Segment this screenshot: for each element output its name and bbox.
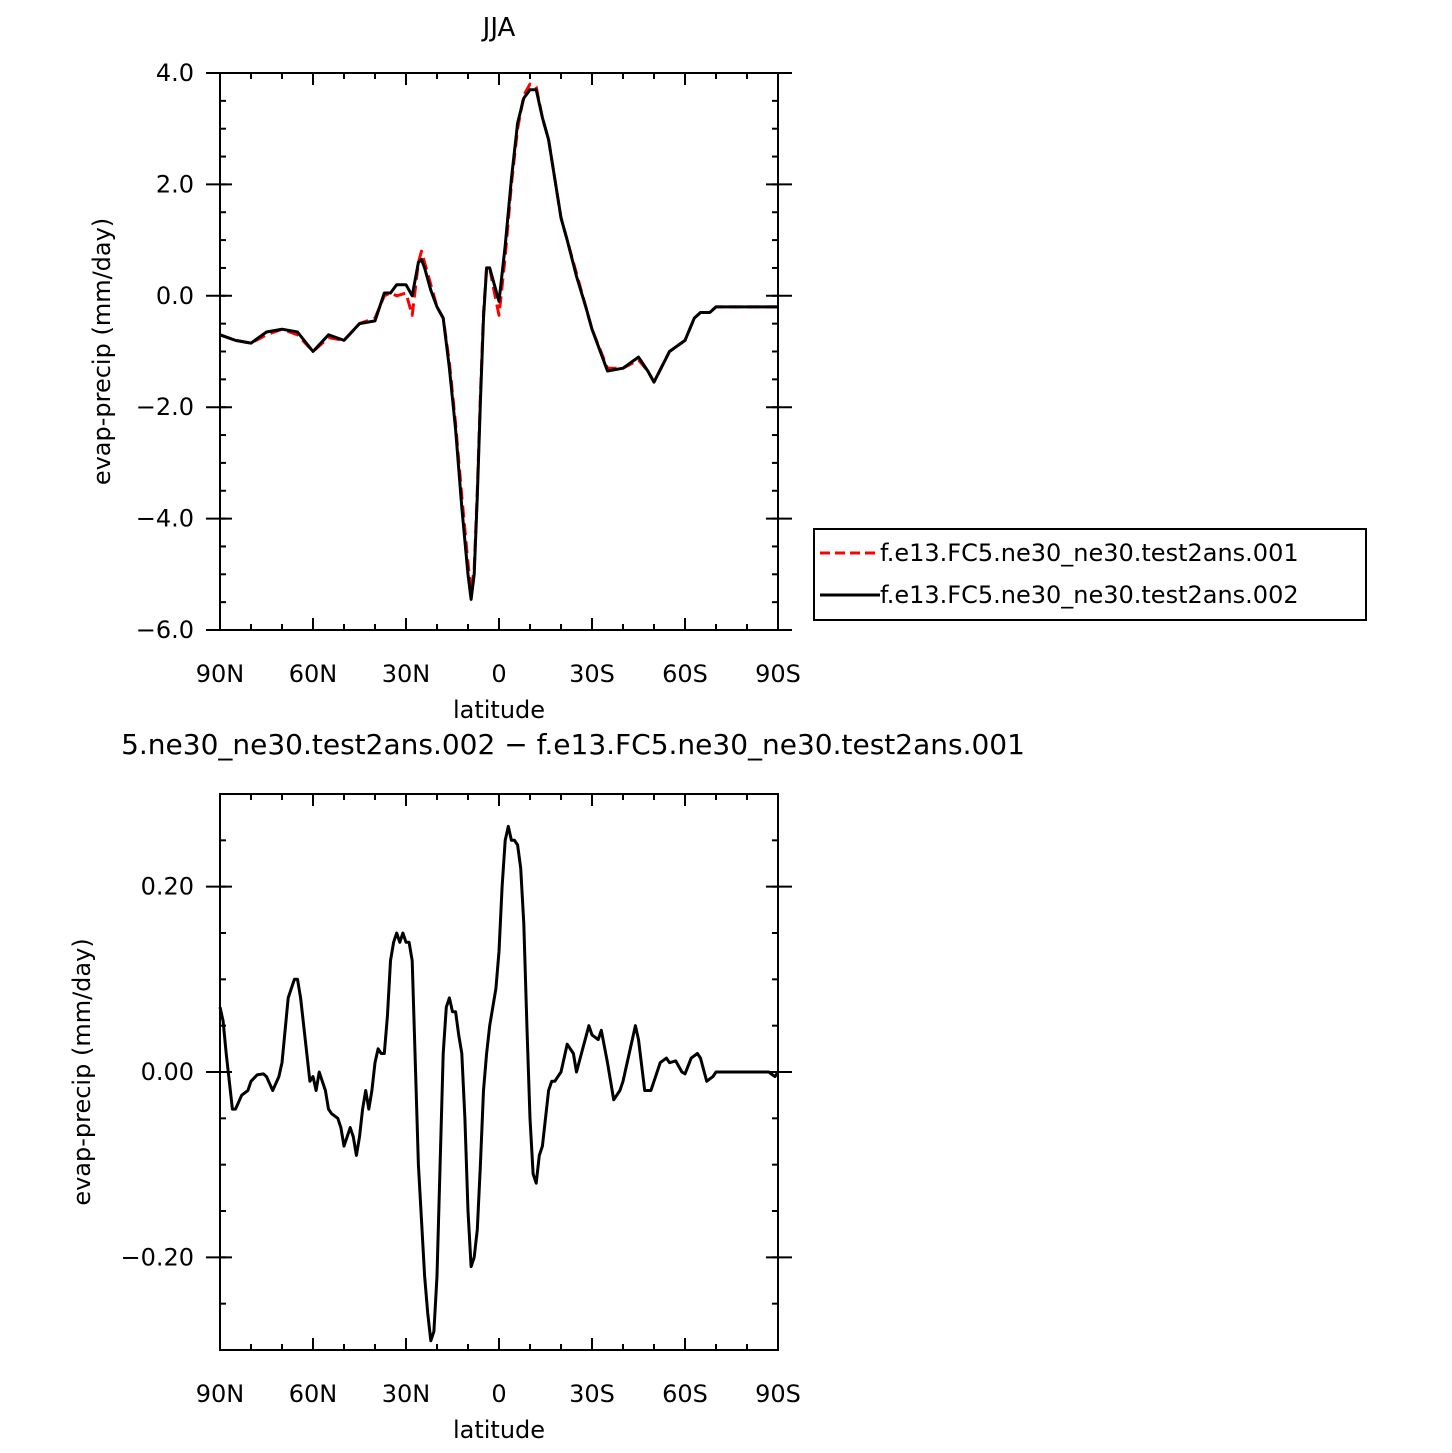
x-tick-label: 30N xyxy=(382,1380,431,1408)
top-plot: JJA 90N 60N 30N 0 30S 60S 90S −6.0 −4.0 −2.0 0.0 2.0… xyxy=(88,13,1367,724)
x-tick-label: 60S xyxy=(662,1380,708,1408)
x-tick-label: 0 xyxy=(491,660,506,688)
plot-frame xyxy=(219,72,779,631)
x-tick-label: 30S xyxy=(569,1380,615,1408)
x-tick-label: 90N xyxy=(196,1380,245,1408)
chart-title: 5.ne30_ne30.test2ans.002 − f.e13.FC5.ne3… xyxy=(121,728,1025,761)
y-tick-label: 4.0 xyxy=(156,59,194,87)
x-tick-label: 60N xyxy=(289,660,338,688)
series-line-1 xyxy=(219,88,778,601)
bottom-plot: 5.ne30_ne30.test2ans.002 − f.e13.FC5.ne3… xyxy=(68,728,1025,1444)
y-tick-label: −6.0 xyxy=(136,616,194,644)
y-axis-label: evap-precip (mm/day) xyxy=(68,938,96,1205)
legend-label-1: f.e13.FC5.ne30_ne30.test2ans.002 xyxy=(880,581,1299,609)
y-tick-label: −4.0 xyxy=(136,505,194,533)
y-tick-label: 0.0 xyxy=(156,282,194,310)
y-tick-label: 0.00 xyxy=(141,1058,194,1086)
legend-label-0: f.e13.FC5.ne30_ne30.test2ans.001 xyxy=(880,539,1299,567)
y-tick-label: −0.20 xyxy=(120,1243,194,1271)
chart-title: JJA xyxy=(481,13,516,43)
legend-box xyxy=(813,528,1367,621)
x-tick-label: 30N xyxy=(382,660,431,688)
x-axis-label: latitude xyxy=(453,1416,545,1444)
y-tick-label: 2.0 xyxy=(156,170,194,198)
x-axis-label: latitude xyxy=(453,696,545,724)
x-tick-label: 90S xyxy=(755,660,801,688)
x-tick-label: 0 xyxy=(491,1380,506,1408)
y-tick-label: −2.0 xyxy=(136,393,194,421)
x-tick-label: 90N xyxy=(196,660,245,688)
x-tick-label: 60S xyxy=(662,660,708,688)
x-tick-label: 60N xyxy=(289,1380,338,1408)
y-axis-label: evap-precip (mm/day) xyxy=(88,218,116,485)
series-line-0 xyxy=(218,824,780,1343)
x-tick-label: 30S xyxy=(569,660,615,688)
plot-frame xyxy=(219,793,779,1351)
y-tick-label: 0.20 xyxy=(141,873,194,901)
x-tick-label: 90S xyxy=(755,1380,801,1408)
